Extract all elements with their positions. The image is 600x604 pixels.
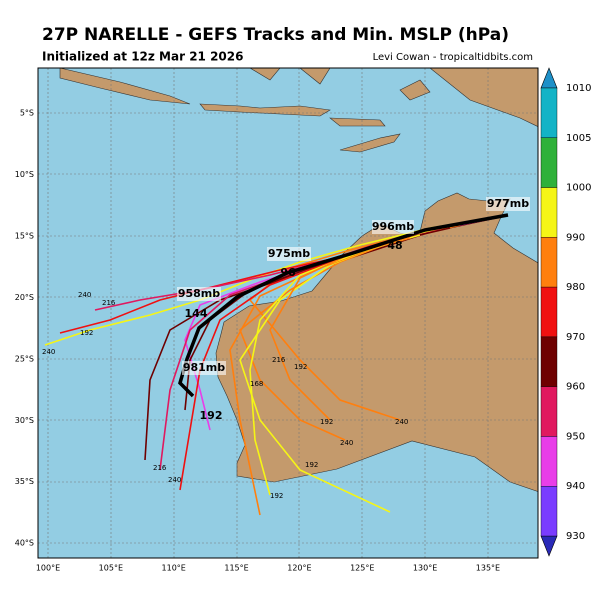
map: 977mb 996mb 975mb 958mb 981mb 48 96 144 … — [19, 68, 538, 558]
lat-label: 10°S — [15, 170, 34, 179]
colorbar-arrow — [540, 67, 558, 89]
hour-label: 192 — [305, 461, 318, 469]
pressure-label: 996mb — [372, 220, 414, 233]
colorbar-bin — [540, 187, 558, 238]
hour-label: 192 — [200, 409, 223, 422]
pressure-label: 958mb — [178, 287, 220, 300]
colorbar-label: 1010 — [566, 83, 591, 94]
lon-label: 105°E — [99, 564, 123, 573]
colorbar-label: 960 — [566, 382, 585, 393]
colorbar-bin — [540, 286, 558, 338]
colorbar-bin — [540, 436, 558, 487]
colorbar-label: 940 — [566, 481, 585, 492]
hour-label: 216 — [272, 356, 286, 364]
credit: Levi Cowan - tropicaltidbits.com — [373, 52, 533, 63]
colorbar-label: 950 — [566, 431, 585, 442]
hour-label: 216 — [102, 299, 116, 307]
lon-label: 130°E — [413, 564, 437, 573]
hour-label: 168 — [250, 380, 263, 388]
hour-label: 240 — [42, 348, 55, 356]
colorbar-label: 930 — [566, 531, 585, 542]
colorbar-bin — [540, 386, 558, 437]
colorbar-bin — [540, 137, 558, 188]
graticule — [38, 68, 538, 558]
colorbar: 1010 1005 1000 990 980 970 960 950 940 930 — [540, 67, 591, 557]
colorbar-label: 1000 — [566, 183, 591, 194]
colorbar-label: 990 — [566, 232, 585, 243]
lon-label: 115°E — [224, 564, 248, 573]
lon-label: 125°E — [350, 564, 374, 573]
hour-label: 240 — [340, 439, 353, 447]
lon-label: 110°E — [162, 564, 186, 573]
hour-label: 192 — [294, 363, 307, 371]
hour-label: 96 — [280, 266, 296, 279]
colorbar-label: 980 — [566, 282, 585, 293]
axis-labels: 5°S 10°S 15°S 20°S 25°S 30°S 35°S 40°S 100°E 105°… — [15, 109, 500, 573]
hour-label: 144 — [185, 307, 208, 320]
colorbar-label: 1005 — [566, 133, 591, 144]
lat-label: 15°S — [15, 231, 34, 240]
title: 27P NARELLE - GEFS Tracks and Min. MSLP … — [42, 25, 509, 45]
hour-label: 192 — [80, 329, 93, 337]
colorbar-bin — [540, 486, 558, 537]
hour-label: 192 — [270, 492, 283, 500]
colorbar-bin — [540, 336, 558, 387]
colorbar-bin — [540, 237, 558, 288]
lat-label: 30°S — [15, 416, 34, 425]
hour-label: 192 — [320, 418, 333, 426]
annotations: 977mb 996mb 975mb 958mb 981mb 48 96 144 … — [19, 197, 530, 500]
colorbar-label: 970 — [566, 332, 585, 343]
lat-label: 25°S — [15, 354, 34, 363]
lon-label: 120°E — [287, 564, 311, 573]
subtitle: Initialized at 12z Mar 21 2026 — [42, 50, 243, 64]
lat-label: 35°S — [15, 477, 34, 486]
hour-label: 216 — [153, 464, 167, 472]
tracks — [44, 213, 509, 516]
pressure-label: 981mb — [183, 361, 225, 374]
hour-label: 240 — [168, 476, 181, 484]
pressure-label: 975mb — [268, 247, 310, 260]
map-frame — [37, 67, 539, 559]
hour-label: 240 — [78, 291, 91, 299]
lat-label: 5°S — [20, 109, 34, 118]
lon-label: 135°E — [476, 564, 500, 573]
lat-label: 20°S — [15, 293, 34, 302]
hour-label: 240 — [19, 372, 32, 380]
hour-label: 48 — [387, 239, 402, 252]
pressure-label: 977mb — [487, 197, 529, 210]
colorbar-bin — [540, 87, 558, 138]
lat-label: 40°S — [15, 539, 34, 548]
colorbar-arrow — [540, 535, 558, 557]
hour-label: 240 — [395, 418, 408, 426]
lon-label: 100°E — [36, 564, 60, 573]
